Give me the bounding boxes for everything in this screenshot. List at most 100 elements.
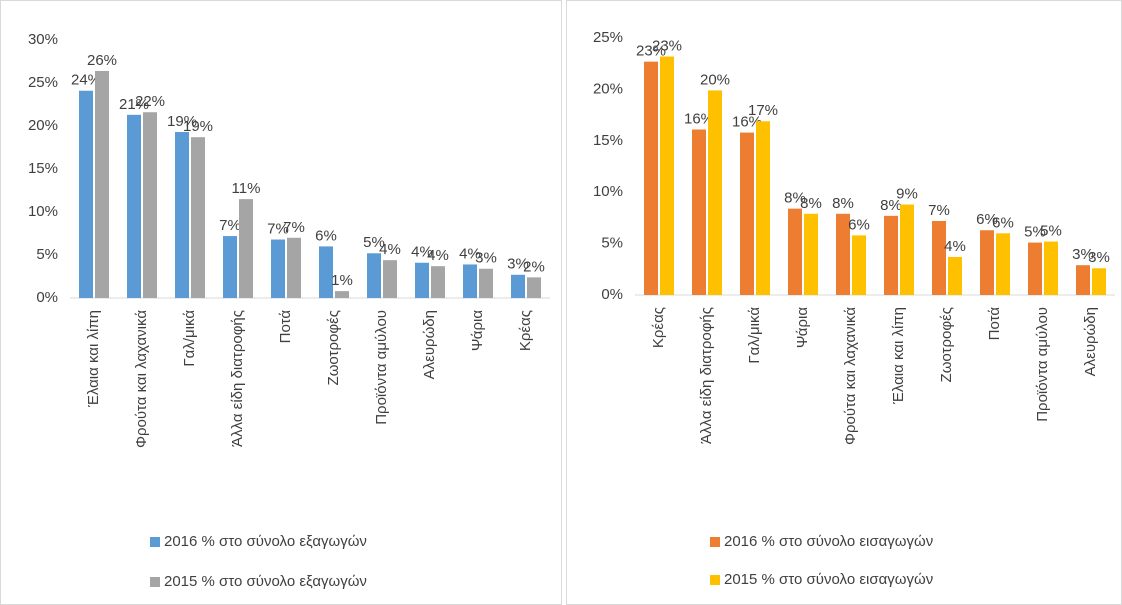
bar (335, 291, 349, 298)
bar (79, 90, 93, 299)
data-label: 3% (507, 256, 529, 273)
x-tick-label: Φρούτα και λαχανικά (133, 310, 150, 448)
x-tick-label: Έλαια και λίπη (85, 310, 102, 408)
bar (319, 246, 333, 298)
data-label: 5% (363, 234, 385, 251)
legend-swatch (150, 537, 160, 547)
x-tick-label: Γαλ/μικά (181, 310, 198, 367)
data-label: 8% (800, 195, 822, 212)
bar (996, 233, 1010, 295)
y-tick-label: 30% (28, 31, 58, 48)
bar (1044, 241, 1058, 295)
data-label: 7% (928, 202, 950, 219)
data-label: 3% (1088, 249, 1110, 266)
data-label: 6% (992, 214, 1014, 231)
y-tick-label: 10% (28, 203, 58, 220)
bar (367, 253, 381, 298)
panel-left (0, 0, 562, 605)
legend-label: 2016 % στο σύνολο εισαγωγών (724, 533, 933, 550)
y-tick-label: 25% (593, 29, 623, 46)
bar (143, 112, 157, 299)
bar (271, 239, 285, 298)
data-label: 4% (427, 247, 449, 264)
bar (239, 199, 253, 298)
data-label: 20% (700, 71, 730, 88)
y-tick-label: 10% (593, 183, 623, 200)
bar (479, 268, 493, 298)
data-label: 3% (475, 250, 497, 267)
data-label: 19% (167, 113, 197, 130)
x-tick-label: Ψάρια (469, 310, 486, 351)
bar (804, 213, 818, 295)
data-label: 26% (87, 52, 117, 69)
x-tick-label: Ψάρια (794, 307, 811, 348)
bar (415, 262, 429, 298)
bar (932, 220, 946, 295)
bar (644, 61, 658, 296)
bar (223, 236, 237, 298)
bar (127, 114, 141, 298)
bar (740, 132, 754, 295)
y-tick-label: 5% (36, 246, 58, 263)
bar (788, 208, 802, 295)
x-tick-label: Ζωοτροφές (325, 310, 342, 385)
data-label: 2% (523, 258, 545, 275)
y-tick-label: 5% (601, 235, 623, 252)
x-tick-label: Προϊόντα αμύλου (1034, 307, 1051, 422)
x-tick-label: Κρέας (650, 307, 667, 348)
x-tick-label: Ποτά (277, 310, 294, 344)
bar (511, 274, 525, 298)
x-tick-label: Έλαια και λίπη (890, 307, 907, 405)
x-tick-label: Άλλα είδη διατροφής (698, 307, 715, 444)
data-label: 11% (232, 180, 261, 197)
data-label: 4% (944, 238, 966, 255)
bar (660, 56, 674, 296)
data-label: 23% (636, 43, 666, 60)
data-label: 1% (331, 272, 353, 289)
legend-label: 2015 % στο σύνολο εξαγωγών (164, 573, 367, 590)
data-label: 4% (379, 241, 401, 258)
bar (95, 70, 109, 299)
data-label: 22% (135, 93, 165, 110)
data-label: 5% (1024, 224, 1046, 241)
bar (463, 264, 477, 298)
data-label: 8% (784, 190, 806, 207)
data-label: 17% (748, 102, 778, 119)
x-tick-label: Φρούτα και λαχανικά (842, 307, 859, 445)
data-label: 6% (315, 227, 337, 244)
bar (756, 121, 770, 295)
data-label: 24% (71, 72, 101, 89)
bar (175, 132, 189, 298)
bar (900, 204, 914, 295)
data-label: 5% (1040, 223, 1062, 240)
bar (708, 90, 722, 295)
bar (383, 260, 397, 298)
y-tick-label: 15% (28, 160, 58, 177)
panel-right (566, 0, 1122, 605)
y-tick-label: 20% (28, 117, 58, 134)
data-label: 23% (652, 37, 682, 54)
y-tick-label: 20% (593, 80, 623, 97)
data-label: 21% (119, 96, 149, 113)
x-tick-label: Άλλα είδη διατροφής (229, 310, 246, 447)
data-label: 4% (459, 245, 481, 262)
legend-swatch (710, 575, 720, 585)
bar (191, 137, 205, 298)
legend-swatch (710, 537, 720, 547)
y-tick-label: 0% (601, 286, 623, 303)
bar (431, 266, 445, 298)
data-label: 6% (976, 211, 998, 228)
data-label: 7% (283, 219, 305, 236)
data-label: 8% (880, 197, 902, 214)
y-tick-label: 15% (593, 132, 623, 149)
x-tick-label: Ζωοτροφές (938, 307, 955, 382)
x-tick-label: Ποτά (986, 307, 1003, 341)
x-tick-label: Αλευρώδη (1082, 307, 1099, 376)
data-label: 3% (1072, 246, 1094, 263)
y-tick-label: 0% (36, 289, 58, 306)
bar (884, 215, 898, 295)
data-label: 4% (411, 244, 433, 261)
bar (948, 256, 962, 295)
bar (836, 213, 850, 295)
